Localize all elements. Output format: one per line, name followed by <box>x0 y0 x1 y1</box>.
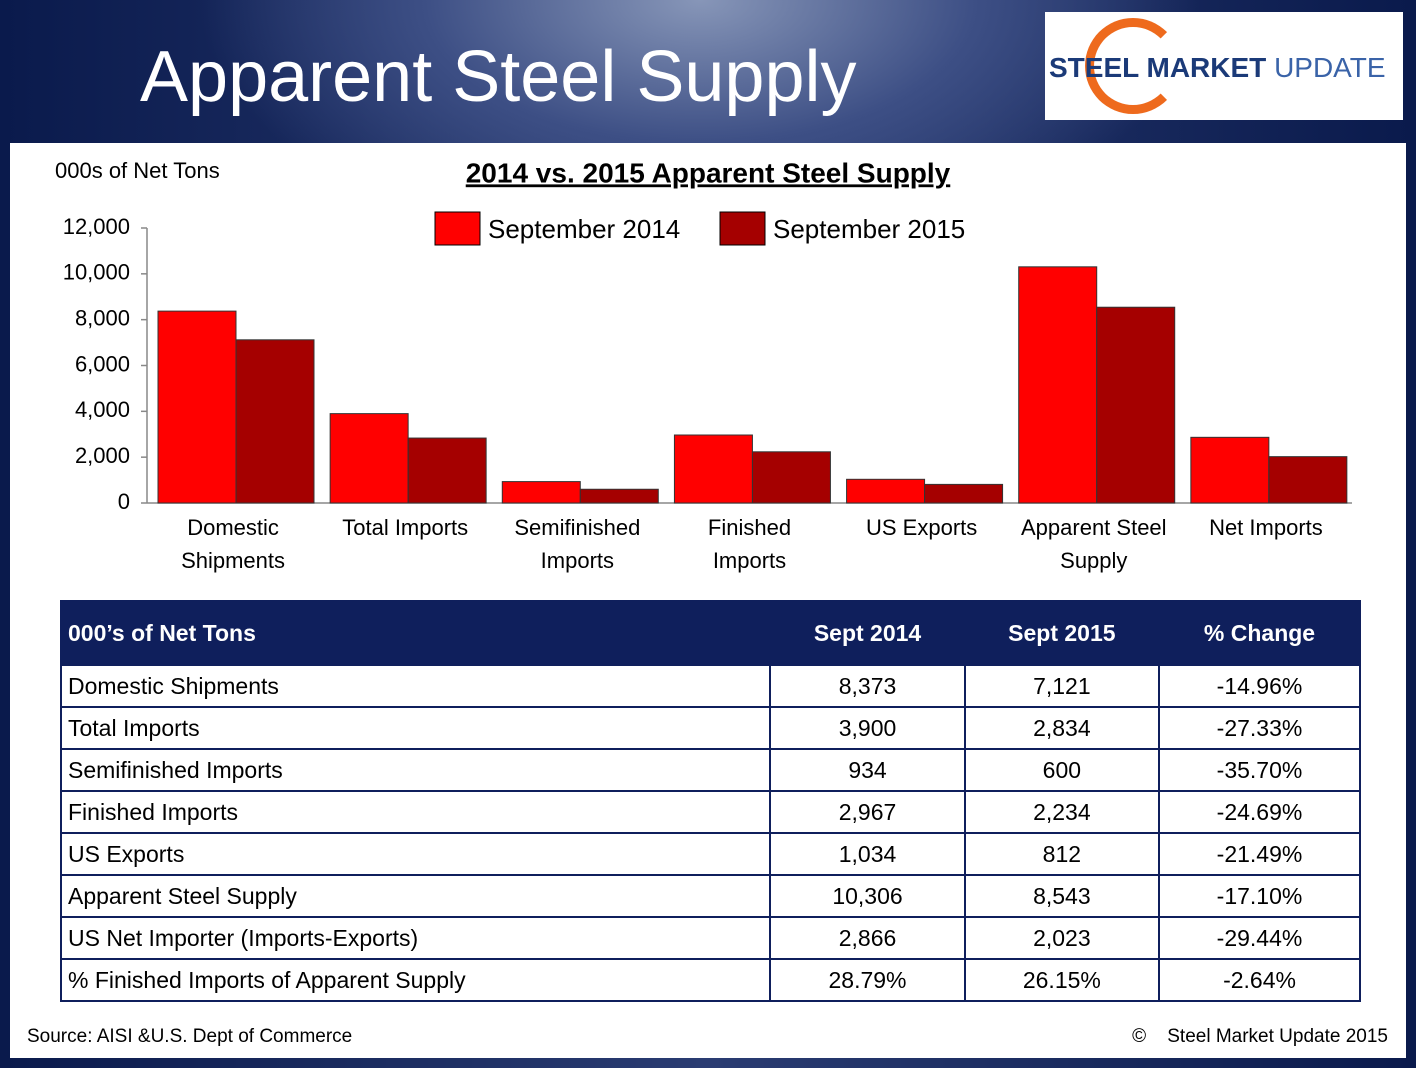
legend-label: September 2015 <box>773 214 965 244</box>
table-cell: 2,967 <box>769 790 966 834</box>
table-cell: 8,373 <box>769 664 966 708</box>
bar <box>501 481 581 504</box>
table-cell: 1,034 <box>769 832 966 876</box>
bar <box>579 488 659 504</box>
table-cell: % Finished Imports of Apparent Supply <box>59 958 772 1002</box>
legend-swatch <box>434 211 481 246</box>
table-cell: 2,234 <box>963 790 1161 834</box>
header-cell: Sept 2014 <box>769 600 966 666</box>
logo-text: STEEL MARKET UPDATE <box>1049 52 1386 84</box>
bar <box>751 451 831 504</box>
table-cell: 934 <box>769 748 966 792</box>
table-cell: -17.10% <box>1158 874 1361 918</box>
table-cell: 2,023 <box>963 916 1161 960</box>
table-body: Domestic Shipments 8,373 7,121 -14.96% Total… <box>59 664 1361 1002</box>
legend-swatch <box>719 211 766 246</box>
y-tick-label: 4,000 <box>75 397 130 422</box>
table-cell: -2.64% <box>1158 958 1361 1002</box>
table-row: US Exports 1,034 812 -21.49% <box>59 832 1361 876</box>
table-cell: Apparent Steel Supply <box>59 874 772 918</box>
bar <box>924 483 1004 504</box>
header-cell: % Change <box>1158 600 1361 666</box>
y-tick-label: 2,000 <box>75 443 130 468</box>
table-cell: 26.15% <box>963 958 1161 1002</box>
table-cell: 28.79% <box>769 958 966 1002</box>
table-cell: 812 <box>963 832 1161 876</box>
source: Source: AISI &U.S. Dept of Commerce <box>27 1026 353 1047</box>
table-row: US Net Importer (Imports-Exports) 2,866 2,… <box>59 916 1361 960</box>
bar <box>329 413 409 504</box>
table-cell: -24.69% <box>1158 790 1361 834</box>
logo-light: UPDATE <box>1274 52 1386 83</box>
table-row: Apparent Steel Supply 10,306 8,543 -17.10% <box>59 874 1361 918</box>
bar <box>235 339 315 504</box>
y-tick-label: 8,000 <box>75 305 130 330</box>
table-row: Domestic Shipments 8,373 7,121 -14.96% <box>59 664 1361 708</box>
table-cell: 8,543 <box>963 874 1161 918</box>
x-tick-label: Net Imports <box>1209 515 1323 540</box>
logo: STEEL MARKET UPDATE <box>1045 12 1403 120</box>
bar <box>1096 306 1176 504</box>
table-cell: -29.44% <box>1158 916 1361 960</box>
logo-arc <box>1085 18 1181 114</box>
table-cell: -27.33% <box>1158 706 1361 750</box>
header-cell: 000’s of Net Tons <box>59 600 772 666</box>
table-cell: US Net Importer (Imports-Exports) <box>59 916 772 960</box>
y-tick-label: 10,000 <box>63 260 130 285</box>
x-tick-label: Total Imports <box>342 515 469 540</box>
logo-bold: STEEL MARKET <box>1049 52 1267 83</box>
bar <box>157 310 237 504</box>
table-cell: 10,306 <box>769 874 966 918</box>
bar <box>1018 266 1098 504</box>
table-cell: 3,900 <box>769 706 966 750</box>
table-header: 000’s of Net Tons Sept 2014 Sept 2015% Cha… <box>59 600 1361 666</box>
table-cell: Semifinished Imports <box>59 748 772 792</box>
table-cell: Domestic Shipments <box>59 664 772 708</box>
bar <box>673 434 753 504</box>
table-cell: 600 <box>963 748 1161 792</box>
bar <box>1190 436 1270 504</box>
table-cell: 7,121 <box>963 664 1161 708</box>
chart-title: 2014 vs. 2015 Apparent Steel Supply <box>466 157 951 188</box>
table-cell: -21.49% <box>1158 832 1361 876</box>
bar <box>1268 456 1348 504</box>
table-cell: Finished Imports <box>59 790 772 834</box>
y-tick-label: 6,000 <box>75 351 130 376</box>
table-cell: -35.70% <box>1158 748 1361 792</box>
y-tick-label: 12,000 <box>63 214 130 239</box>
header-cell: Sept 2015 <box>963 600 1161 666</box>
table-row: Semifinished Imports 934 600 -35.70% <box>59 748 1361 792</box>
table-row: % Finished Imports of Apparent Supply 28.… <box>59 958 1361 1002</box>
y-tick-label: 0 <box>118 489 130 514</box>
table-cell: 2,834 <box>963 706 1161 750</box>
x-tick-label: US Exports <box>866 515 978 540</box>
table-cell: Total Imports <box>59 706 772 750</box>
x-tick-label: Finished Imports <box>707 515 792 573</box>
bar <box>407 437 487 504</box>
slide-title: Apparent Steel Supply <box>140 37 857 117</box>
table-cell: US Exports <box>59 832 772 876</box>
table-cell: -14.96% <box>1158 664 1361 708</box>
table-cell: 2,866 <box>769 916 966 960</box>
legend-label: September 2014 <box>488 214 680 244</box>
x-tick-label: Semifinished Imports <box>514 515 641 573</box>
x-tick-label: Apparent Steel Supply <box>1021 515 1167 573</box>
chart: 000s of Net Tons 2014 vs. 2015 Apparent … <box>55 157 1352 514</box>
y-axis-label: 000s of Net Tons <box>55 158 220 183</box>
table-row: Total Imports 3,900 2,834 -27.33% <box>59 706 1361 750</box>
x-tick-label: Domestic Shipments <box>181 515 286 573</box>
table-row: Finished Imports 2,967 2,234 -24.69% <box>59 790 1361 834</box>
copyright: © Steel Market Update 2015 <box>1132 1026 1388 1047</box>
data-table: 000’s of Net Tons Sept 2014 Sept 2015% Cha… <box>59 600 1361 1002</box>
bar <box>846 478 926 504</box>
